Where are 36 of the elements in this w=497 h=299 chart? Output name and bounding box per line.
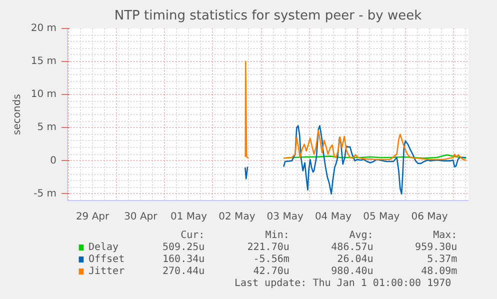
x-tick-label: 06 May (411, 212, 448, 222)
text: 270.44u (162, 266, 205, 277)
y-tick-label: 5 m (37, 122, 57, 134)
y-axis-title: seconds (12, 94, 23, 135)
text: 980.40u (331, 266, 374, 277)
text: Max: (433, 230, 458, 241)
x-tick-label: 01 May (170, 212, 208, 222)
x-tick-label: 02 May (218, 212, 256, 222)
text: 48.09m (421, 266, 458, 277)
x-tick-label: 05 May (363, 212, 400, 222)
x-tick-label: 29 Apr (76, 212, 110, 222)
x-tick-label: 04 May (314, 212, 352, 222)
legend-label: Jitter (88, 266, 125, 277)
text: 959.30u (415, 242, 458, 253)
y-tick-label: 10 m (30, 89, 57, 100)
x-tick-label: 03 May (266, 212, 304, 222)
text: Avg: (349, 230, 374, 241)
x-tick-label: 30 Apr (124, 212, 158, 222)
text: Cur: (180, 230, 205, 241)
text: Last update: Thu Jan 1 01:00:00 1970 (234, 278, 452, 289)
text: 5.37m (427, 254, 458, 265)
text: 26.04u (337, 254, 374, 265)
text: 486.57u (331, 242, 374, 253)
text: 42.70u (253, 266, 290, 277)
legend-label: Delay (88, 242, 119, 253)
y-tick-label: 15 m (30, 56, 57, 68)
text: -5.56m (253, 254, 290, 265)
text: 160.34u (162, 254, 205, 265)
y-tick-label: 0 (50, 155, 57, 166)
text: 509.25u (162, 242, 205, 253)
y-tick-label: 20 m (30, 23, 57, 34)
y-tick-label: -5 m (34, 188, 56, 200)
text: Min: (265, 230, 290, 241)
text: 221.70u (247, 242, 290, 253)
legend-label: Offset (88, 254, 125, 265)
chart-title: NTP timing statistics for system peer - by week (114, 8, 422, 24)
